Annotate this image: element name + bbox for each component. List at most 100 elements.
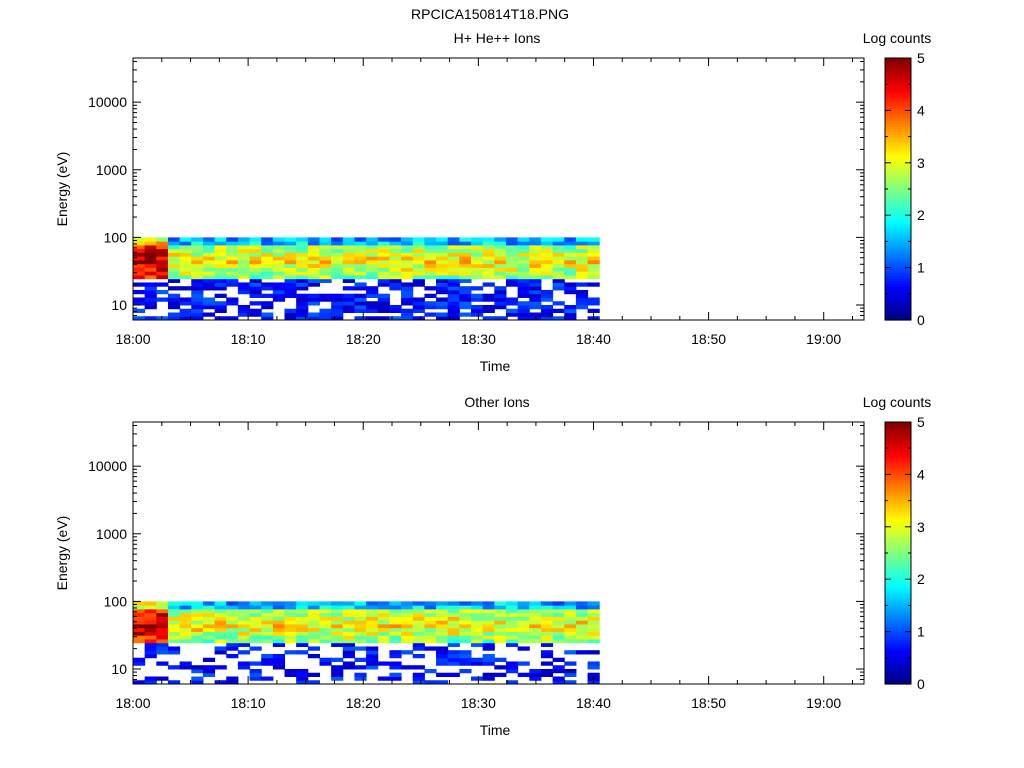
heatmap-cell bbox=[354, 612, 367, 617]
heatmap-cell bbox=[354, 293, 367, 298]
heatmap-cell bbox=[331, 616, 344, 621]
x-tick-label: 18:30 bbox=[461, 695, 496, 711]
heatmap-cell bbox=[284, 623, 297, 629]
heatmap-cell bbox=[366, 274, 379, 280]
heatmap-cell bbox=[179, 635, 192, 640]
heatmap-cell bbox=[471, 263, 484, 268]
heatmap-cell bbox=[284, 274, 297, 280]
heatmap-cell bbox=[552, 259, 565, 265]
heatmap-cell bbox=[261, 274, 274, 280]
heatmap-cell bbox=[517, 244, 530, 250]
heatmap-cell bbox=[296, 293, 309, 298]
heatmap-cell bbox=[319, 297, 332, 302]
heatmap-cell bbox=[319, 263, 332, 268]
heatmap-cell bbox=[436, 612, 449, 617]
heatmap-cell bbox=[505, 668, 519, 674]
heatmap-cell bbox=[436, 650, 449, 655]
heatmap-cell bbox=[529, 316, 542, 321]
heatmap-cell bbox=[237, 638, 251, 644]
heatmap-cell bbox=[471, 657, 484, 662]
heatmap-cell bbox=[272, 293, 286, 298]
heatmap-cell bbox=[412, 241, 425, 246]
heatmap-cell bbox=[529, 304, 542, 310]
heatmap-cell bbox=[249, 267, 262, 272]
heatmap-cell bbox=[144, 282, 157, 287]
heatmap-cell bbox=[202, 608, 216, 614]
heatmap-cell bbox=[401, 608, 414, 614]
figure-title: RPCICA150814T18.PNG bbox=[411, 6, 569, 22]
heatmap-cell bbox=[296, 668, 309, 674]
heatmap-cell bbox=[144, 274, 157, 280]
heatmap-cell bbox=[587, 282, 600, 287]
heatmap-cell bbox=[272, 661, 286, 666]
heatmap-cell bbox=[167, 312, 181, 317]
heatmap-cell bbox=[412, 631, 425, 636]
heatmap-cell bbox=[133, 657, 146, 662]
heatmap-cell bbox=[389, 612, 402, 617]
heatmap-cell bbox=[494, 620, 507, 625]
heatmap-cell bbox=[331, 237, 344, 242]
heatmap-cell bbox=[214, 627, 227, 632]
heatmap-cell bbox=[296, 301, 309, 306]
heatmap-cell bbox=[471, 631, 484, 636]
heatmap-cell bbox=[436, 661, 449, 666]
heatmap-cell bbox=[377, 297, 390, 302]
heatmap-cell bbox=[412, 278, 425, 283]
heatmap-cell bbox=[436, 312, 449, 317]
colorbar-segment bbox=[885, 58, 911, 62]
heatmap-cell bbox=[424, 263, 437, 268]
colorbar-segment bbox=[885, 147, 911, 151]
heatmap-cell bbox=[575, 274, 589, 280]
heatmap-cell bbox=[540, 271, 554, 276]
heatmap-cell bbox=[540, 635, 554, 640]
colorbar-segment bbox=[885, 280, 911, 284]
colorbar-segment bbox=[885, 178, 911, 182]
heatmap-cell bbox=[564, 286, 577, 291]
heatmap-cell bbox=[564, 661, 577, 666]
heatmap-cell bbox=[202, 248, 216, 253]
colorbar-segment bbox=[885, 251, 911, 256]
heatmap-cell bbox=[202, 274, 216, 280]
heatmap-cell bbox=[156, 638, 169, 644]
x-tick-label: 18:00 bbox=[115, 331, 150, 347]
heatmap-cell bbox=[366, 608, 379, 614]
heatmap-cell bbox=[319, 256, 332, 261]
heatmap-cell bbox=[575, 605, 589, 610]
heatmap-cell bbox=[482, 623, 495, 629]
heatmap-cell bbox=[505, 241, 519, 246]
colorbar-segment bbox=[885, 314, 911, 318]
heatmap-cell bbox=[202, 282, 216, 287]
heatmap-cell bbox=[307, 627, 320, 632]
heatmap-cell bbox=[307, 241, 320, 246]
heatmap-cell bbox=[319, 293, 332, 298]
heatmap-cell bbox=[249, 616, 262, 621]
colorbar-segment bbox=[885, 288, 911, 292]
heatmap-cell bbox=[214, 605, 227, 610]
colorbar-segment bbox=[885, 649, 911, 654]
heatmap-cell bbox=[179, 263, 192, 268]
heatmap-cell bbox=[389, 241, 402, 246]
colorbar-segment bbox=[885, 270, 911, 274]
heatmap-cell bbox=[540, 650, 554, 655]
heatmap-cell bbox=[459, 293, 472, 298]
heatmap-cell bbox=[144, 263, 157, 268]
colorbar-segment bbox=[885, 663, 911, 667]
heatmap-cell bbox=[377, 267, 390, 272]
heatmap-cell bbox=[575, 635, 589, 640]
heatmap-cell bbox=[156, 661, 169, 666]
heatmap-cell bbox=[307, 274, 320, 280]
heatmap-cell bbox=[191, 256, 204, 261]
heatmap-cell bbox=[319, 278, 332, 283]
x-tick-label: 18:10 bbox=[231, 331, 266, 347]
heatmap-cell bbox=[389, 608, 402, 614]
heatmap-cell bbox=[540, 297, 554, 302]
panel-other-ions: Other Ions Log counts Time Energy (eV) 1… bbox=[54, 394, 931, 738]
heatmap-cell bbox=[331, 256, 344, 261]
colorbar-segment bbox=[885, 469, 911, 473]
heatmap-cell bbox=[471, 297, 484, 302]
heatmap-cell bbox=[144, 286, 157, 291]
heatmap-cell bbox=[249, 627, 262, 632]
heatmap-cell bbox=[389, 278, 402, 283]
